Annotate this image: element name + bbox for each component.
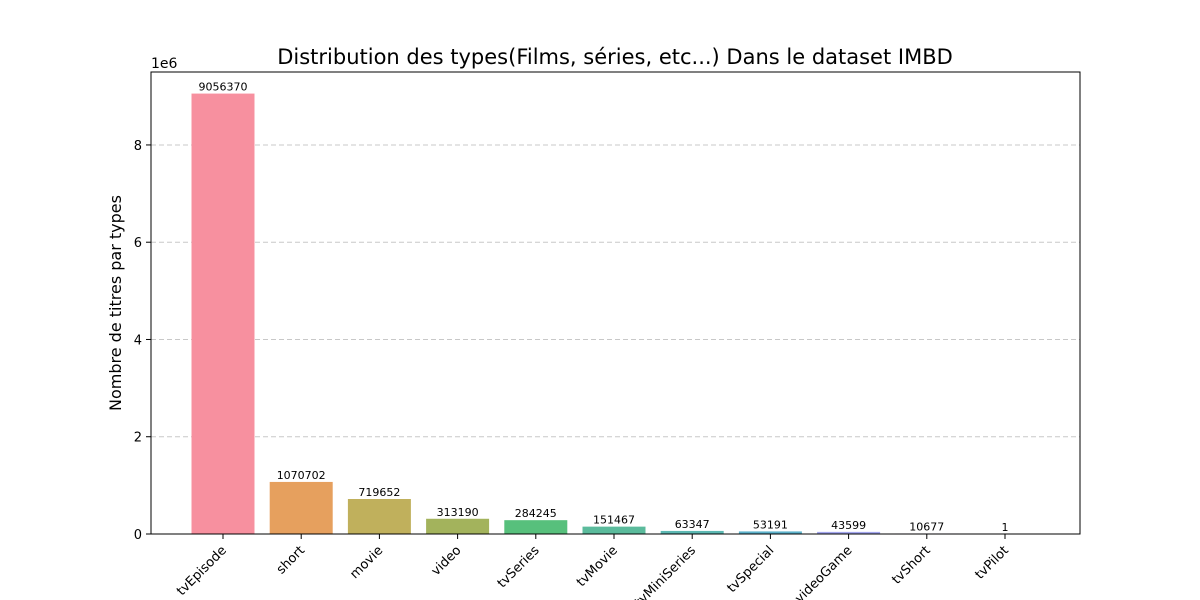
data-label-tvMovie: 151467: [593, 514, 635, 527]
data-label-tvPilot: 1: [1002, 521, 1009, 534]
chart-title: Distribution des types(Films, séries, et…: [277, 45, 953, 69]
data-labels: 9056370 1070702 719652 313190 284245 151467 63…: [199, 81, 1009, 534]
data-label-tvSeries: 284245: [515, 507, 557, 520]
x-tick-label-tvMovie: tvMovie: [574, 543, 621, 590]
bar-tvMovie: [582, 526, 646, 534]
x-tick-label-videoGame: videoGame: [792, 543, 855, 600]
y-tick-label: 4: [134, 333, 142, 348]
data-label-movie: 719652: [358, 486, 400, 499]
data-label-video: 313190: [437, 506, 479, 519]
x-tick-label-video: video: [429, 543, 465, 579]
plot-frame: [150, 71, 1081, 535]
bar-movie: [347, 499, 411, 534]
x-tick-label-tvEpisode: tvEpisode: [174, 543, 230, 599]
y-tick-label: 8: [134, 139, 142, 154]
bar-tvSeries: [504, 520, 568, 534]
x-tick-label-tvPilot: tvPilot: [972, 543, 1011, 582]
data-label-tvSpecial: 53191: [753, 518, 788, 531]
bar-videoGame: [817, 531, 881, 534]
x-tick-label-short: short: [274, 543, 308, 577]
y-tick-label: 2: [134, 431, 142, 446]
data-label-videoGame: 43599: [831, 519, 866, 532]
data-label-tvEpisode: 9056370: [199, 81, 248, 94]
x-ticks: tvEpisode short movie video tvSeries tvMovie t…: [174, 534, 1012, 600]
grid-lines: [151, 144, 1080, 438]
y-tick-label: 0: [134, 528, 142, 543]
bar-short: [269, 481, 333, 534]
data-label-tvShort: 10677: [909, 520, 944, 533]
y-ticks: 0 2 4 6 8: [134, 139, 151, 543]
y-tick-label: 6: [134, 236, 142, 251]
data-label-tvMiniSeries: 63347: [675, 518, 710, 531]
bar-tvSpecial: [738, 531, 802, 534]
x-tick-label-tvSpecial: tvSpecial: [724, 543, 777, 596]
x-tick-label-tvMiniSeries: tvMiniSeries: [632, 543, 699, 600]
bar-tvMiniSeries: [660, 530, 724, 534]
x-tick-label-tvSeries: tvSeries: [495, 543, 543, 591]
bar-tvEpisode: [191, 93, 255, 534]
x-tick-label-tvShort: tvShort: [889, 543, 933, 587]
y-offset-label: 1e6: [151, 56, 178, 72]
x-tick-label-movie: movie: [347, 543, 386, 582]
bar-video: [426, 518, 490, 534]
y-axis-label: Nombre de titres par types: [106, 195, 125, 411]
data-label-short: 1070702: [277, 469, 326, 482]
bars: [191, 93, 1037, 534]
